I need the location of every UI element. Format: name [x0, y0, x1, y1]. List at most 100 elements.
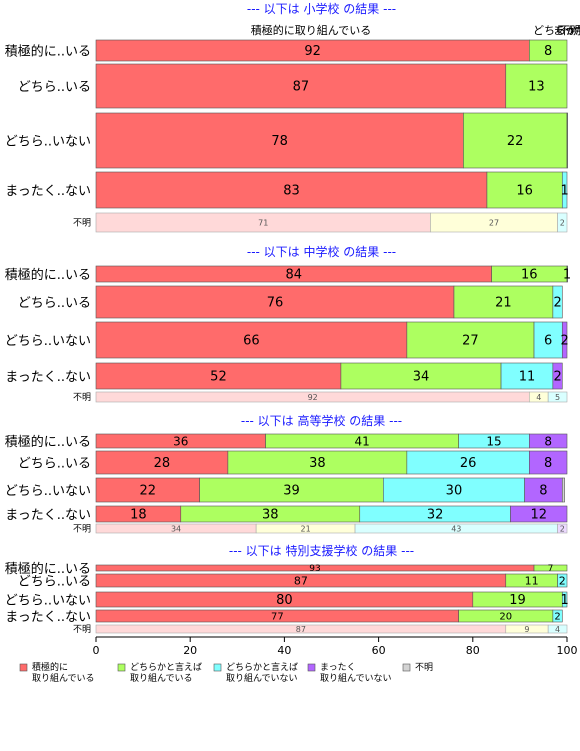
data-label: 78 [271, 134, 288, 149]
legend-label: どちらかと言えば取り組んでいない [226, 661, 298, 684]
data-label: 66 [243, 334, 260, 349]
bar-row: 不明 71 27 2 [73, 212, 568, 233]
data-label: 39 [283, 484, 300, 499]
data-label: 43 [451, 524, 461, 533]
data-label: 8 [544, 44, 552, 59]
row-label: どちら..いる [18, 575, 91, 590]
row-label: どちら..いる [18, 296, 91, 311]
data-label: 93 [309, 564, 320, 574]
bar-row: まったく..ない 83 16 1 [5, 171, 569, 209]
legend-label: 不明 [415, 662, 433, 673]
panel-4: --- 以下は 特別支援学校 の結果 --- 積極的に..いる 93 7どちら..いる… [5, 543, 569, 635]
data-label: 71 [258, 218, 268, 227]
legend-item: どちらかと言えば取り組んでいる [117, 661, 202, 684]
row-label: どちら..いない [5, 135, 91, 150]
bar-segment [463, 112, 568, 169]
row-label: 不明 [73, 392, 91, 403]
panel-title: --- 以下は 特別支援学校 の結果 --- [229, 543, 414, 558]
data-label: 52 [210, 370, 227, 385]
bar-row: どちら..いない 80 19 1 [5, 591, 569, 609]
top-annotation-2: どちらか [533, 24, 577, 37]
data-label: 9 [524, 625, 529, 634]
legend-label-line: 取り組んでいる [32, 672, 95, 684]
bar-segment [486, 171, 563, 209]
bar-segment [566, 112, 568, 169]
x-tick-label: 80 [466, 644, 480, 657]
data-label: 84 [286, 268, 303, 283]
bar-segment [95, 63, 507, 109]
row-label: どちら..いない [5, 594, 91, 609]
legend-label-line: どちらかと言えば [130, 661, 202, 673]
bar-segment [552, 362, 563, 390]
bar-segment [95, 285, 455, 319]
bar-row: どちら..いない 66 27 6 2 [5, 321, 569, 359]
data-label: 38 [309, 456, 326, 471]
bar-segment [552, 285, 563, 319]
data-label: 18 [130, 508, 147, 523]
legend-label: 積極的に取り組んでいる [32, 661, 95, 684]
data-label: 2 [559, 574, 566, 587]
data-label: 1 [561, 184, 569, 199]
data-label: 8 [544, 434, 552, 448]
legend: 積極的に取り組んでいるどちらかと言えば取り組んでいるどちらかと言えば取り組んでい… [19, 661, 433, 684]
data-label: 2 [553, 296, 561, 311]
data-label: 2 [553, 370, 561, 385]
x-tick-label: 40 [277, 644, 291, 657]
data-label: 34 [171, 524, 181, 533]
legend-swatch [117, 663, 126, 672]
bar-segment [199, 477, 384, 503]
legend-swatch [213, 663, 222, 672]
legend-item: 不明 [402, 662, 433, 673]
data-label: 8 [539, 484, 547, 499]
bar-segment [552, 609, 563, 623]
data-label: 15 [486, 434, 501, 448]
legend-label-line: まったく [320, 662, 356, 673]
bar-segment [524, 477, 563, 503]
bar-segment [95, 477, 200, 503]
bar-segment [340, 362, 502, 390]
bar-segment [561, 591, 568, 608]
bar-row: どちら..いる 87 13 [18, 63, 568, 109]
data-label: 34 [413, 370, 430, 385]
data-label: 22 [507, 134, 524, 149]
bar-row: 積極的に..いる 36 41 15 8 [5, 433, 568, 450]
row-label: まったく..ない [5, 508, 91, 523]
bar-segment [505, 63, 568, 109]
bar-row: 不明 92 4 5 [73, 391, 568, 403]
data-label: 11 [519, 370, 536, 385]
data-label: 6 [544, 334, 552, 349]
data-label: 5 [555, 393, 560, 402]
data-label: 21 [495, 296, 512, 311]
top-annotation-1: 積極的に取り組んでいる [251, 23, 371, 37]
bar-row: 不明 87 9 4 [73, 624, 568, 635]
bar-row: まったく..ない 77 20 2 [5, 609, 563, 625]
data-label: 36 [173, 434, 188, 448]
bar-segment [557, 523, 568, 534]
bar-segment [500, 362, 554, 390]
bar-row: まったく..ない 18 38 32 12 [5, 505, 568, 523]
bar-row: 不明 34 21 43 2 [73, 523, 568, 535]
bar-segment [533, 564, 568, 572]
row-label: まったく..ない [5, 184, 91, 199]
legend-label: まったく取り組んでいない [320, 662, 392, 684]
panel-1: --- 以下は 小学校 の結果 --- 積極的に..いる 92 8 どちら..いる 87 1… [5, 1, 569, 233]
data-label: 41 [354, 434, 369, 448]
legend-item: まったく取り組んでいない [307, 662, 392, 684]
data-label: 1 [563, 268, 571, 283]
bar-row: 積極的に..いる 84 16 1 [5, 265, 571, 283]
row-label: 不明 [73, 624, 91, 635]
row-label: 積極的に..いる [5, 434, 91, 450]
bar-row: 積極的に..いる 93 7 [5, 561, 568, 577]
x-tick-label: 20 [183, 644, 197, 657]
bar-row: どちら..いない 22 39 30 8 [5, 477, 565, 503]
bar-segment [547, 624, 568, 634]
data-label: 19 [509, 593, 526, 608]
data-label: 20 [499, 612, 512, 623]
panel-2: --- 以下は 中学校 の結果 --- 積極的に..いる 84 16 1 どちら..いる 7… [5, 244, 571, 403]
legend-label-line: 積極的に [32, 661, 68, 673]
bar-segment [529, 39, 568, 62]
legend-label: どちらかと言えば取り組んでいる [130, 661, 202, 684]
legend-label-line: どちらかと言えば [226, 661, 298, 673]
